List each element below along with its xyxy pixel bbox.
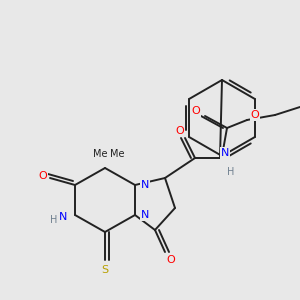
Text: Me: Me — [93, 149, 107, 159]
Text: N: N — [221, 148, 229, 158]
Text: N: N — [141, 210, 149, 220]
Text: H: H — [50, 215, 58, 225]
Text: O: O — [192, 106, 200, 116]
Text: S: S — [101, 265, 109, 275]
Text: N: N — [59, 212, 67, 222]
Text: Me: Me — [110, 149, 124, 159]
Text: H: H — [227, 167, 235, 177]
Text: N: N — [141, 180, 149, 190]
Text: O: O — [176, 126, 184, 136]
Text: O: O — [250, 110, 260, 120]
Text: O: O — [167, 255, 176, 265]
Text: O: O — [39, 171, 47, 181]
